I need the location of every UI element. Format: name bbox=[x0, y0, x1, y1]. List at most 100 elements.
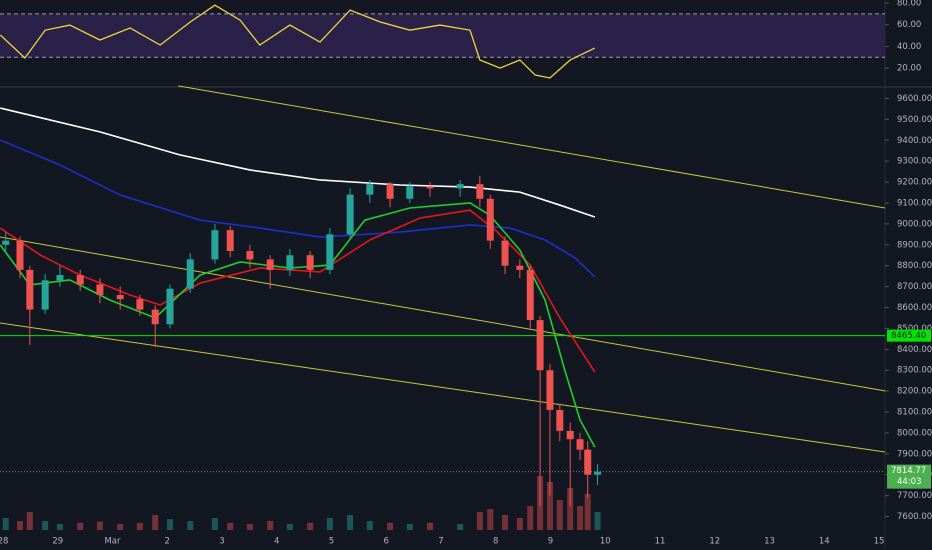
x-tick-label: 28 bbox=[0, 537, 8, 547]
candle-body bbox=[56, 275, 64, 281]
rsi-line bbox=[0, 4, 596, 79]
y-tick-label: 9600.00 bbox=[897, 94, 932, 104]
y-tick-label: 8100.00 bbox=[897, 408, 932, 418]
x-tick-label: 12 bbox=[709, 537, 720, 547]
candle-body bbox=[546, 370, 554, 410]
candle-body bbox=[151, 309, 159, 325]
y-tick-label: 8200.00 bbox=[897, 387, 932, 397]
y-tick-label: 8600.00 bbox=[897, 303, 932, 313]
y-tick-label: 8300.00 bbox=[897, 366, 932, 376]
countdown-label: 44:03 bbox=[897, 477, 922, 487]
candle-body bbox=[76, 275, 84, 285]
moving-average bbox=[0, 139, 596, 278]
x-tick-label: 14 bbox=[819, 537, 830, 547]
volume-bar bbox=[406, 524, 413, 530]
candle-body bbox=[526, 269, 534, 321]
y-tick-label: 60.00 bbox=[897, 20, 921, 30]
candle-body bbox=[226, 230, 234, 252]
candle-body bbox=[41, 280, 49, 310]
moving-average bbox=[0, 202, 596, 448]
volume-bar bbox=[246, 524, 253, 530]
x-tick-label: 6 bbox=[384, 537, 389, 547]
volume-bar bbox=[117, 524, 124, 530]
y-tick-label: 7600.00 bbox=[897, 512, 932, 522]
candle-body bbox=[516, 265, 524, 270]
y-tick-label: 8800.00 bbox=[897, 261, 932, 271]
volume-bar bbox=[556, 500, 563, 530]
y-tick-label: 8400.00 bbox=[897, 345, 932, 355]
x-tick-label: 5 bbox=[329, 537, 334, 547]
y-tick-label: 9200.00 bbox=[897, 178, 932, 188]
volume-bar bbox=[56, 524, 63, 530]
x-tick-label: 29 bbox=[52, 537, 63, 547]
level-label-box bbox=[887, 329, 931, 342]
volume-bar bbox=[502, 515, 509, 530]
y-tick-label: 20.00 bbox=[897, 64, 921, 74]
candle-body bbox=[486, 198, 494, 241]
volume-bar bbox=[594, 512, 601, 530]
candle-body bbox=[566, 430, 574, 440]
candle-body bbox=[266, 259, 274, 270]
candle-body bbox=[456, 184, 464, 189]
candle-body bbox=[186, 259, 194, 289]
candle-body bbox=[346, 194, 354, 235]
y-tick-label: 8500.00 bbox=[897, 324, 932, 334]
y-tick-label: 40.00 bbox=[897, 42, 921, 52]
candle-body bbox=[96, 284, 104, 295]
y-tick-label: 9500.00 bbox=[897, 115, 932, 125]
candle-body bbox=[594, 471, 602, 475]
candle-body bbox=[536, 320, 544, 371]
y-tick-label: 8900.00 bbox=[897, 240, 932, 250]
candle-body bbox=[286, 255, 294, 270]
x-tick-label: 8 bbox=[493, 537, 498, 547]
candle-body bbox=[501, 240, 509, 266]
volume-bar bbox=[457, 524, 464, 530]
volume-bar bbox=[187, 521, 194, 530]
volume-bar bbox=[42, 521, 49, 530]
candle-body bbox=[211, 230, 219, 260]
candle-body bbox=[426, 186, 434, 189]
volume-bar bbox=[347, 515, 354, 530]
volume-bar bbox=[77, 522, 84, 530]
last-price-box bbox=[887, 464, 931, 489]
volume-bar bbox=[2, 518, 9, 530]
candle-body bbox=[2, 240, 10, 245]
candle-body bbox=[476, 184, 484, 199]
y-tick-label: 8000.00 bbox=[897, 428, 932, 438]
volume-bar bbox=[152, 515, 159, 530]
volume-bar bbox=[307, 522, 314, 530]
candle-body bbox=[166, 288, 174, 325]
volume-bar bbox=[546, 482, 553, 530]
rsi-band bbox=[0, 13, 885, 58]
candle-body bbox=[306, 255, 314, 270]
volume-bar bbox=[387, 522, 394, 530]
volume-bar bbox=[326, 518, 333, 530]
volume-bar bbox=[16, 521, 23, 530]
volume-bar bbox=[136, 522, 143, 530]
x-tick-label: Mar bbox=[104, 537, 121, 547]
candle-body bbox=[326, 234, 334, 270]
volume-bar bbox=[166, 519, 173, 530]
x-tick-label: 3 bbox=[219, 537, 224, 547]
candle-body bbox=[16, 240, 24, 270]
y-tick-label: 9400.00 bbox=[897, 136, 932, 146]
x-tick-label: 10 bbox=[600, 537, 611, 547]
last-price-label: 7814.77 bbox=[891, 466, 926, 476]
volume-bar bbox=[476, 512, 483, 530]
volume-bar bbox=[366, 521, 373, 530]
moving-average bbox=[0, 107, 596, 218]
candle-body bbox=[556, 409, 564, 431]
trend-line bbox=[0, 236, 886, 392]
candle-body bbox=[136, 299, 144, 310]
volume-bar bbox=[211, 518, 218, 530]
x-tick-label: 4 bbox=[274, 537, 279, 547]
candle-body bbox=[584, 449, 592, 475]
candle-body bbox=[116, 294, 124, 300]
y-tick-label: 7900.00 bbox=[897, 449, 932, 459]
x-tick-label: 13 bbox=[764, 537, 775, 547]
trend-line bbox=[178, 85, 886, 209]
x-tick-label: 7 bbox=[438, 537, 443, 547]
level-label: 8465.40 bbox=[891, 331, 926, 341]
